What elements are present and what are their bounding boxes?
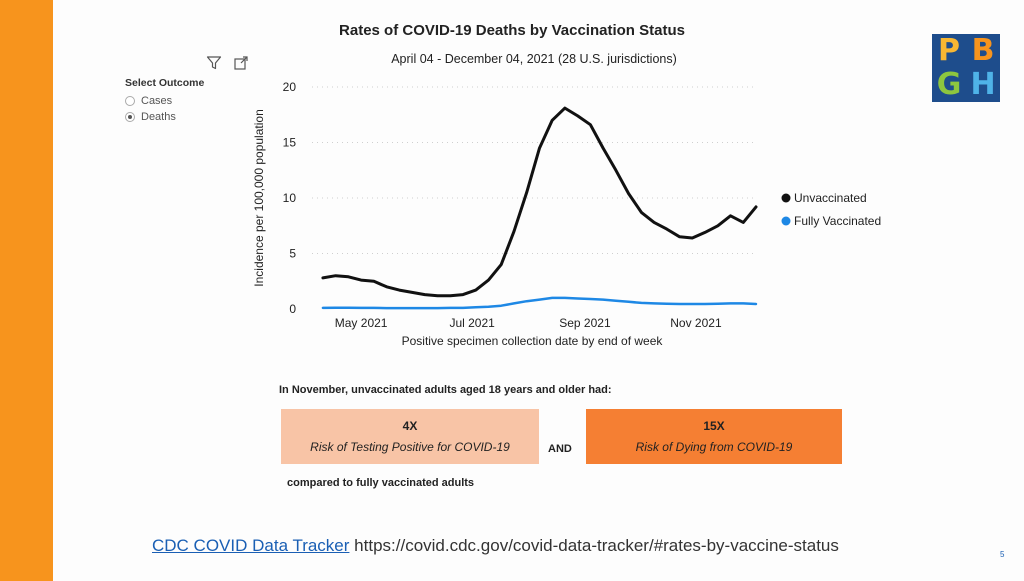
- y-tick-label: 5: [289, 247, 296, 261]
- line-chart: 0 5 10 15 20 May 2021 Jul 2021 Sep 2021 Nov 202…: [252, 80, 881, 348]
- page-number: 5: [1000, 550, 1005, 559]
- y-axis-label: Incidence per 100,000 population: [252, 109, 266, 286]
- x-tick-label: Jul 2021: [449, 316, 495, 330]
- radio-label-deaths: Deaths: [141, 111, 176, 123]
- series-lines: [321, 106, 758, 310]
- x-axis-label: Positive specimen collection date by end…: [402, 334, 664, 348]
- slide-background: [53, 0, 1024, 581]
- x-tick-label: Nov 2021: [670, 316, 722, 330]
- logo-letter: B: [971, 33, 995, 68]
- x-tick-label: Sep 2021: [559, 316, 611, 330]
- chart-title: Rates of COVID-19 Deaths by Vaccination …: [339, 22, 685, 39]
- filter-icon[interactable]: [206, 55, 222, 71]
- risk-multiplier: 15X: [703, 419, 725, 433]
- x-tick-label: May 2021: [335, 316, 388, 330]
- logo-letter: H: [970, 67, 996, 102]
- legend-marker: [781, 216, 791, 226]
- y-tick-label: 0: [289, 302, 296, 316]
- select-outcome-label: Select Outcome: [125, 77, 205, 89]
- legend-label: Unvaccinated: [794, 191, 867, 205]
- radio-label-cases: Cases: [141, 95, 173, 107]
- radio-option-deaths[interactable]: Deaths: [125, 111, 176, 123]
- logo-letter: G: [936, 67, 962, 102]
- radio-button-cases[interactable]: [125, 96, 135, 106]
- chart-legend: Unvaccinated Fully Vaccinated: [781, 191, 881, 228]
- side-accent-bar: [0, 0, 53, 581]
- risk-box-dying: 15X Risk of Dying from COVID-19: [586, 409, 842, 464]
- series-line: [321, 106, 758, 298]
- y-tick-label: 15: [283, 136, 297, 150]
- legend-label: Fully Vaccinated: [794, 214, 881, 228]
- series-line: [321, 296, 758, 310]
- chart-grid: [312, 86, 756, 254]
- risk-description: Risk of Testing Positive for COVID-19: [310, 440, 510, 454]
- comparison-footnote: compared to fully vaccinated adults: [287, 477, 475, 489]
- source-line: CDC COVID Data Tracker https://covid.cdc…: [152, 536, 839, 556]
- risk-multiplier: 4X: [402, 419, 418, 433]
- risk-description: Risk of Dying from COVID-19: [635, 440, 793, 454]
- summary-headline: In November, unvaccinated adults aged 18…: [279, 384, 612, 396]
- chart-subtitle: April 04 - December 04, 2021 (28 U.S. ju…: [391, 52, 677, 66]
- radio-button-deaths[interactable]: [125, 112, 135, 122]
- radio-option-cases[interactable]: Cases: [125, 95, 172, 107]
- focus-mode-icon[interactable]: [233, 55, 249, 71]
- source-url: https://covid.cdc.gov/covid-data-tracker…: [354, 536, 839, 555]
- cdc-tracker-link[interactable]: CDC COVID Data Tracker: [152, 536, 350, 555]
- y-axis-ticks: 0 5 10 15 20: [283, 80, 297, 316]
- risk-box-positive: 4X Risk of Testing Positive for COVID-19: [281, 409, 539, 464]
- and-connector: AND: [548, 443, 572, 455]
- y-tick-label: 10: [283, 191, 297, 205]
- y-tick-label: 20: [283, 80, 297, 94]
- legend-marker: [781, 193, 791, 203]
- logo-letter: P: [938, 33, 960, 68]
- pbgh-logo: P B G H: [932, 34, 1000, 102]
- x-axis-ticks: May 2021 Jul 2021 Sep 2021 Nov 2021: [335, 316, 722, 330]
